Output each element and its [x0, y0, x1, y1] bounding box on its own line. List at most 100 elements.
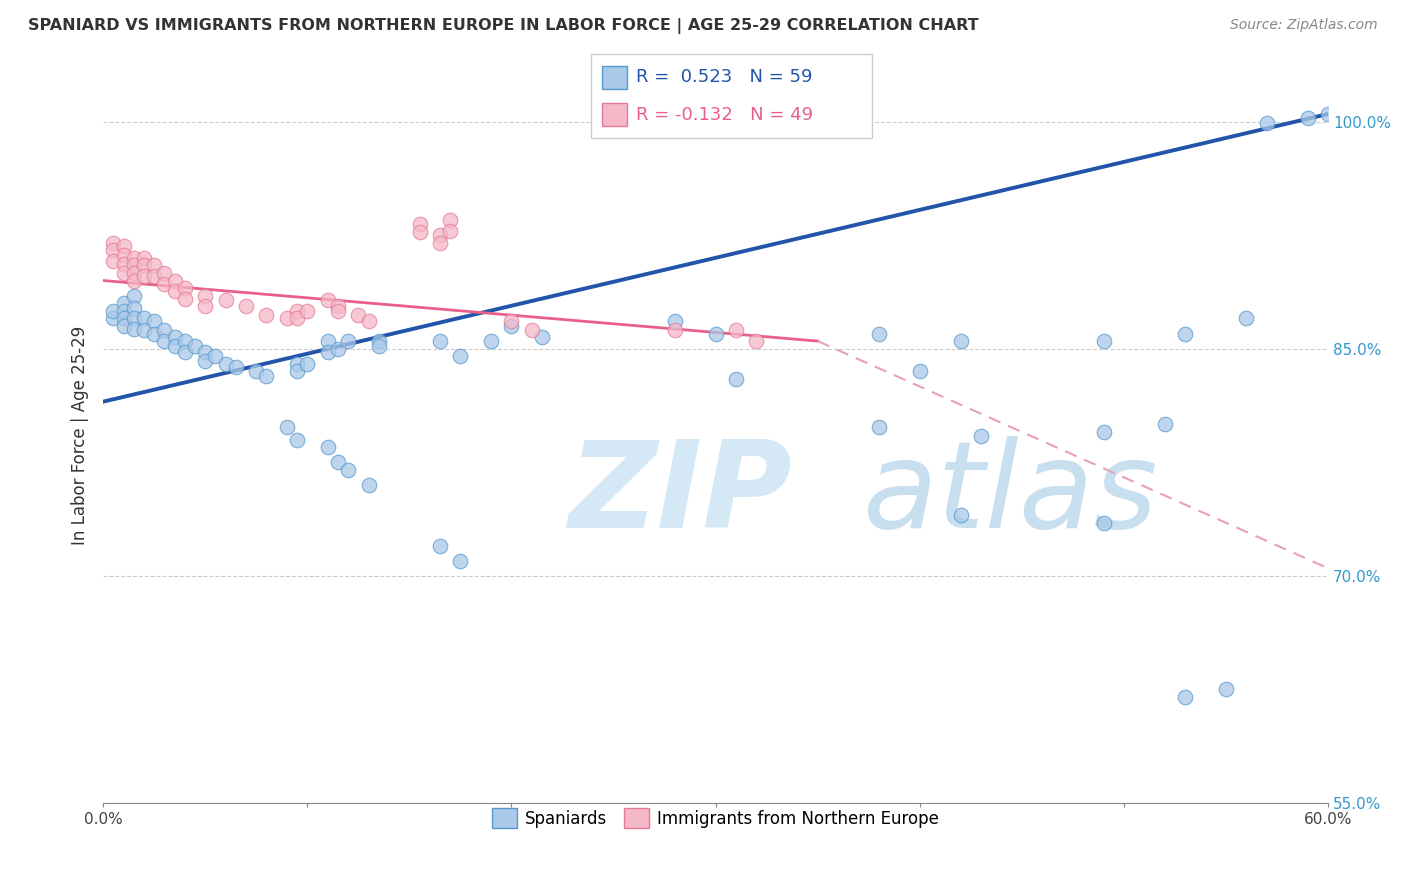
Point [357, 314, 380, 328]
Point [112, 248, 135, 262]
Point [367, 334, 389, 348]
Point [326, 455, 349, 469]
Point [285, 357, 308, 371]
Point [367, 338, 389, 352]
Text: R = -0.132   N = 49: R = -0.132 N = 49 [636, 105, 813, 123]
Point [214, 357, 236, 371]
Y-axis label: In Labor Force | Age 25-29: In Labor Force | Age 25-29 [72, 326, 89, 545]
Point [184, 338, 207, 352]
Point [470, 808, 492, 822]
Point [163, 273, 186, 287]
Point [439, 223, 461, 237]
Point [122, 266, 145, 280]
Point [664, 314, 686, 328]
Point [132, 251, 155, 265]
Text: ZIP: ZIP [568, 436, 793, 553]
Point [112, 311, 135, 326]
Point [316, 334, 339, 348]
Point [153, 277, 176, 291]
Point [297, 357, 319, 371]
Point [337, 334, 360, 348]
Point [122, 301, 145, 315]
Point [949, 508, 972, 523]
Point [868, 420, 890, 434]
Point [725, 324, 748, 338]
Point [173, 344, 195, 359]
Point [357, 478, 380, 492]
Point [225, 359, 247, 374]
Point [949, 334, 972, 348]
Point [316, 293, 339, 308]
Point [194, 288, 217, 302]
Point [122, 273, 145, 287]
Point [163, 284, 186, 298]
Point [235, 299, 257, 313]
Point [173, 281, 195, 295]
Point [1236, 311, 1258, 326]
Point [256, 309, 278, 323]
Point [112, 257, 135, 271]
Point [531, 329, 554, 343]
Point [194, 344, 217, 359]
Point [429, 228, 451, 243]
Point [103, 311, 125, 326]
Point [112, 318, 135, 333]
Legend: Spaniards, Immigrants from Northern Europe: Spaniards, Immigrants from Northern Euro… [485, 801, 946, 835]
Point [1153, 417, 1175, 432]
Point [132, 268, 155, 283]
Point [908, 364, 931, 378]
Point [153, 334, 176, 348]
Point [122, 259, 145, 273]
Point [664, 324, 686, 338]
Point [214, 293, 236, 308]
Point [1174, 326, 1197, 341]
Point [143, 259, 166, 273]
Point [285, 311, 308, 326]
Point [326, 299, 349, 313]
Point [429, 334, 451, 348]
Point [122, 311, 145, 326]
Point [112, 296, 135, 310]
Point [337, 463, 360, 477]
Point [479, 334, 502, 348]
Point [725, 372, 748, 386]
Point [194, 299, 217, 313]
Point [1092, 334, 1115, 348]
Point [143, 314, 166, 328]
Point [194, 353, 217, 368]
Point [285, 433, 308, 447]
Point [245, 364, 267, 378]
Point [143, 268, 166, 283]
Text: Source: ZipAtlas.com: Source: ZipAtlas.com [1230, 18, 1378, 32]
Point [347, 309, 370, 323]
Point [408, 225, 430, 239]
Point [316, 344, 339, 359]
Point [429, 539, 451, 553]
Point [285, 364, 308, 378]
Point [132, 324, 155, 338]
Point [316, 440, 339, 454]
Text: atlas: atlas [863, 436, 1159, 553]
Point [153, 266, 176, 280]
Point [297, 303, 319, 318]
Point [163, 329, 186, 343]
Point [204, 349, 226, 363]
Point [276, 420, 298, 434]
Point [1092, 425, 1115, 439]
Point [1296, 112, 1319, 126]
Point [103, 244, 125, 258]
Point [103, 235, 125, 250]
Point [520, 324, 543, 338]
Point [745, 334, 768, 348]
Point [132, 259, 155, 273]
Point [122, 251, 145, 265]
Point [122, 322, 145, 336]
Point [725, 808, 748, 822]
Point [163, 338, 186, 352]
Point [326, 342, 349, 356]
Point [1215, 682, 1237, 697]
Point [132, 311, 155, 326]
Point [173, 292, 195, 306]
Point [276, 311, 298, 326]
Text: SPANIARD VS IMMIGRANTS FROM NORTHERN EUROPE IN LABOR FORCE | AGE 25-29 CORRELATI: SPANIARD VS IMMIGRANTS FROM NORTHERN EUR… [28, 18, 979, 34]
